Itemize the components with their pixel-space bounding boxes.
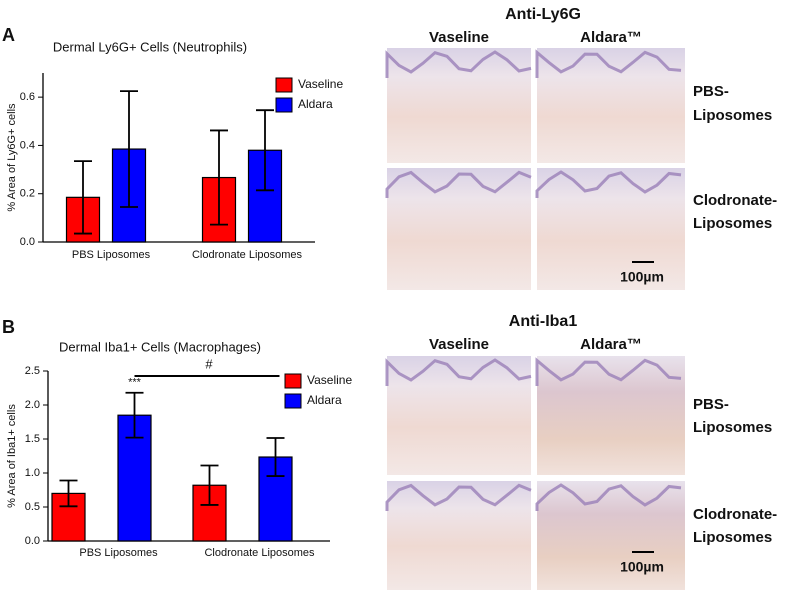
epidermis (385, 483, 532, 511)
legend-label: Vaseline (298, 77, 343, 91)
micrograph (387, 481, 531, 590)
x-tick-label: Clodronate Liposomes (204, 547, 315, 559)
significance-label: *** (128, 377, 142, 389)
epidermis (535, 357, 682, 386)
legend-label: Aldara (298, 97, 333, 111)
row-label: Clodronate- (693, 506, 777, 523)
y-axis-label: % Area of Ly6G+ cells (6, 103, 18, 212)
x-tick-label: PBS Liposomes (79, 547, 158, 559)
y-tick-label: 2.5 (25, 365, 40, 377)
y-tick-label: 0.5 (25, 501, 40, 513)
legend-swatch (284, 393, 302, 409)
row-label: PBS- (693, 396, 729, 413)
y-tick-label: 1.5 (25, 433, 40, 445)
y-tick-label: 2.0 (25, 399, 40, 411)
scale-label: 100µm (620, 269, 664, 285)
epidermis (385, 358, 532, 386)
y-tick-label: 0.0 (25, 535, 40, 547)
row-label: Clodronate- (693, 192, 777, 209)
chart-title: Dermal Ly6G+ Cells (Neutrophils) (53, 39, 247, 54)
y-tick-label: 0.6 (20, 91, 35, 103)
significance-label: # (205, 356, 213, 371)
scale-label: 100µm (620, 559, 664, 575)
row-label: PBS- (693, 83, 729, 100)
epidermis (535, 170, 682, 198)
panel-label: A (2, 25, 15, 45)
row-label: Liposomes (693, 215, 772, 232)
micrograph (537, 48, 685, 163)
epidermis (535, 49, 682, 78)
row-label: Liposomes (693, 107, 772, 124)
y-axis-label: % Area of Iba1+ cells (6, 404, 18, 508)
micrograph (387, 356, 531, 475)
y-tick-label: 0.0 (20, 236, 35, 248)
epidermis (385, 170, 532, 198)
micrograph (537, 481, 685, 590)
epidermis (385, 50, 532, 78)
legend-swatch (275, 97, 293, 113)
panel-title: Anti-Ly6G (505, 6, 581, 23)
micrograph (387, 48, 531, 163)
epidermis (535, 483, 682, 511)
panel-label: B (2, 317, 15, 337)
column-header: Vaseline (429, 336, 489, 353)
chart-title: Dermal Iba1+ Cells (Macrophages) (59, 339, 261, 354)
y-tick-label: 1.0 (25, 467, 40, 479)
panel-title: Anti-Iba1 (509, 313, 578, 330)
micrograph (537, 168, 685, 290)
micrograph (387, 168, 531, 290)
legend-label: Aldara (307, 393, 342, 407)
legend-swatch (284, 373, 302, 389)
x-tick-label: Clodronate Liposomes (192, 249, 303, 261)
column-header: Aldara™ (580, 29, 642, 46)
row-label: Liposomes (693, 529, 772, 546)
column-header: Vaseline (429, 29, 489, 46)
row-label: Liposomes (693, 419, 772, 436)
y-tick-label: 0.2 (20, 188, 35, 200)
legend-swatch (275, 77, 293, 93)
legend-label: Vaseline (307, 373, 352, 387)
y-tick-label: 0.4 (20, 139, 35, 151)
column-header: Aldara™ (580, 336, 642, 353)
x-tick-label: PBS Liposomes (72, 249, 151, 261)
